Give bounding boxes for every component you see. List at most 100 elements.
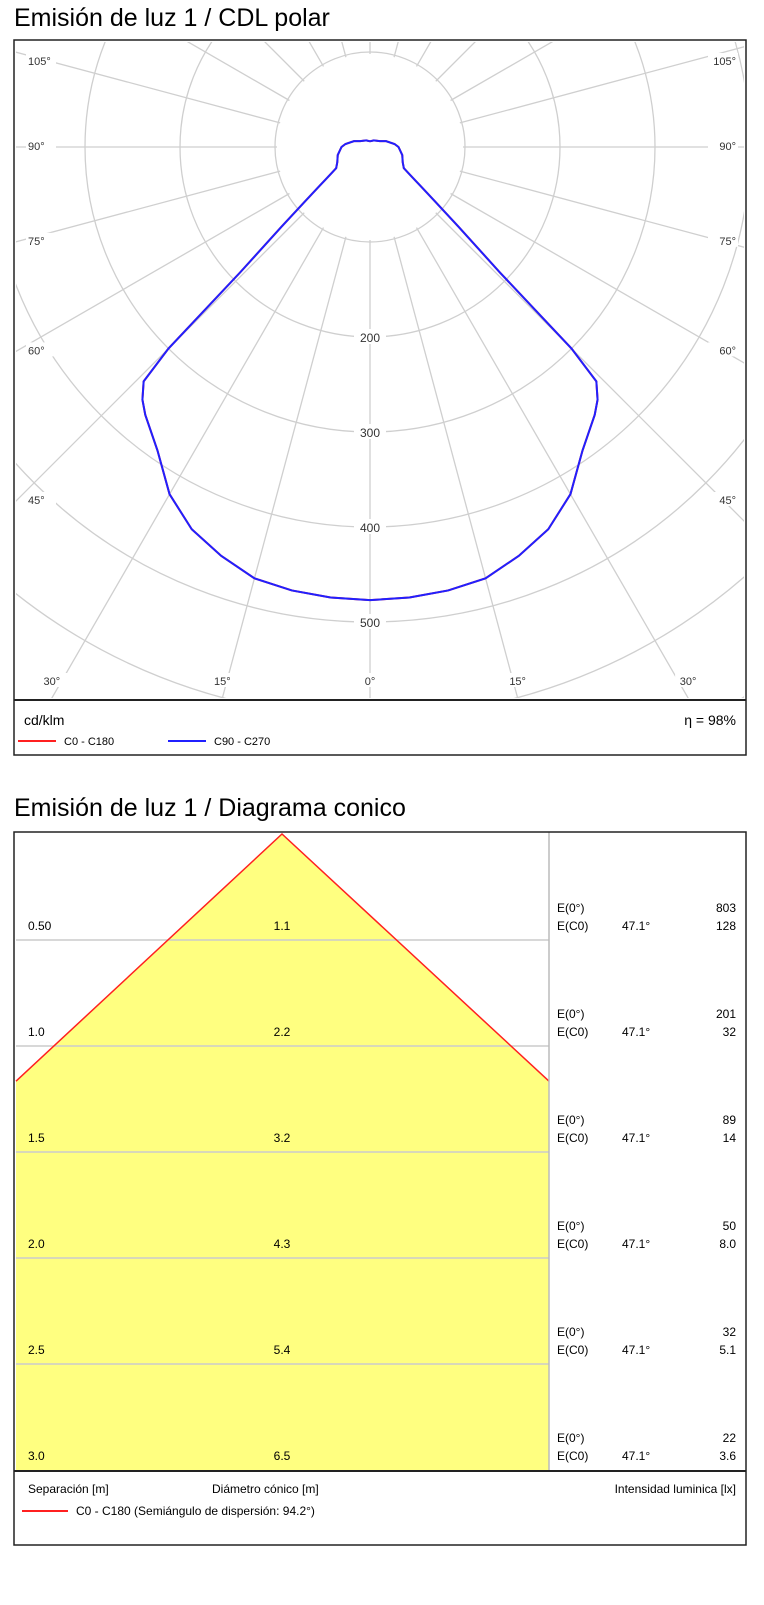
ec0-value: 3.6 [719, 1449, 736, 1463]
angle-label: 75° [28, 236, 45, 248]
angle-label: 15° [509, 676, 526, 688]
diameter-value: 2.2 [274, 1025, 291, 1039]
diameter-value: 3.2 [274, 1131, 291, 1145]
cone-title: Emisión de luz 1 / Diagrama conico [14, 794, 406, 822]
ec0-value: 14 [723, 1131, 737, 1145]
legend-label: C0 - C180 [64, 736, 114, 748]
ec0-label: E(C0) [557, 1025, 588, 1039]
separation-value: 1.0 [28, 1025, 45, 1039]
e0-label: E(0°) [557, 1431, 584, 1445]
unit-label: cd/klm [24, 712, 64, 728]
ec0-value: 8.0 [719, 1237, 736, 1251]
polar-frame [13, 39, 747, 756]
angle-label: 60° [28, 345, 45, 357]
ec0-angle: 47.1° [622, 1131, 650, 1145]
angle-label-bg [38, 673, 69, 687]
ec0-angle: 47.1° [622, 1237, 650, 1251]
angle-label: 15° [214, 676, 231, 688]
grid-spoke [450, 192, 744, 364]
e0-value: 22 [723, 1431, 737, 1445]
e0-value: 32 [723, 1325, 737, 1339]
angle-label-bg [209, 673, 240, 687]
ec0-label: E(C0) [557, 919, 588, 933]
angle-label: 0° [365, 676, 376, 688]
angle-label-bg [26, 53, 56, 67]
radial-tick-label: 400 [360, 521, 380, 535]
angle-label: 45° [28, 495, 45, 507]
e0-value: 803 [716, 901, 736, 915]
angle-label: 30° [680, 676, 697, 688]
radial-tick-label: 500 [360, 616, 380, 630]
angle-label: 30° [44, 676, 61, 688]
separation-value: 0.50 [28, 919, 52, 933]
grid-spoke [459, 170, 744, 248]
ec0-value: 32 [723, 1025, 737, 1039]
ec0-angle: 47.1° [622, 919, 650, 933]
angle-label-bg [708, 138, 738, 152]
angle-label-bg [708, 53, 738, 67]
tick-label-bg [354, 519, 386, 534]
cone-edge-line [15, 832, 550, 1082]
angle-label-bg [26, 232, 56, 247]
cone-frame [13, 831, 747, 1546]
e0-label: E(0°) [557, 1007, 584, 1021]
e0-value: 50 [723, 1219, 737, 1233]
ec0-label: E(C0) [557, 1237, 588, 1251]
tick-label-bg [354, 329, 386, 344]
diameter-value: 6.5 [274, 1449, 291, 1463]
grid-spoke [415, 227, 689, 698]
separation-value: 3.0 [28, 1449, 45, 1463]
separation-value: 2.5 [28, 1343, 45, 1357]
angle-label: 75° [719, 236, 736, 248]
angle-label: 45° [719, 495, 736, 507]
polar-title: Emisión de luz 1 / CDL polar [14, 4, 330, 32]
ec0-angle: 47.1° [622, 1449, 650, 1463]
angle-label-bg [504, 673, 535, 687]
separation-value: 2.0 [28, 1237, 45, 1251]
intensity-header: Intensidad luminica [lx] [615, 1482, 736, 1496]
angle-label-bg [675, 673, 706, 687]
e0-label: E(0°) [557, 1325, 584, 1339]
angle-label-bg [26, 138, 56, 152]
angle-label-bg [357, 673, 387, 687]
radial-tick-label: 300 [360, 426, 380, 440]
grid-spoke [393, 236, 519, 698]
ec0-label: E(C0) [557, 1343, 588, 1357]
diameter-value: 4.3 [274, 1237, 291, 1251]
e0-label: E(0°) [557, 1113, 584, 1127]
e0-label: E(0°) [557, 1219, 584, 1233]
polar-plot: 200 300 400 500 [16, 42, 744, 698]
ec0-label: E(C0) [557, 1131, 588, 1145]
ec0-angle: 47.1° [622, 1343, 650, 1357]
efficiency-label: η = 98% [684, 712, 736, 728]
grid-spoke [16, 170, 281, 243]
angle-label: 105° [28, 56, 51, 68]
e0-label: E(0°) [557, 901, 584, 915]
diameter-header: Diámetro cónico [m] [212, 1482, 319, 1496]
legend-label: C90 - C270 [214, 736, 270, 748]
grid-spoke [51, 227, 325, 698]
tick-label-bg [354, 424, 386, 439]
separation-value: 1.5 [28, 1131, 45, 1145]
angle-label: 105° [713, 56, 736, 68]
grid-spoke [16, 192, 290, 353]
tick-label-bg [354, 614, 386, 629]
ec0-angle: 47.1° [622, 1025, 650, 1039]
ec0-label: E(C0) [557, 1449, 588, 1463]
angle-label: 90° [719, 141, 736, 153]
legend-label: C0 - C180 (Semiángulo de dispersión: 94.… [76, 1504, 315, 1518]
ec0-value: 128 [716, 919, 736, 933]
angle-label-bg [708, 342, 738, 357]
radial-tick-label: 200 [360, 331, 380, 345]
angle-label-bg [26, 492, 56, 506]
separation-header: Separación [m] [28, 1482, 109, 1496]
angle-label-bg [708, 232, 738, 247]
diameter-value: 5.4 [274, 1343, 291, 1357]
curve-c90-c270 [141, 139, 599, 602]
e0-value: 89 [723, 1113, 737, 1127]
angle-label-bg [26, 342, 56, 357]
angle-label: 90° [28, 141, 45, 153]
polar-chart: 200 300 400 500 105° 105° 90° 90° 75° 75° 60° 60° 45… [13, 39, 747, 756]
angle-label: 60° [719, 345, 736, 357]
